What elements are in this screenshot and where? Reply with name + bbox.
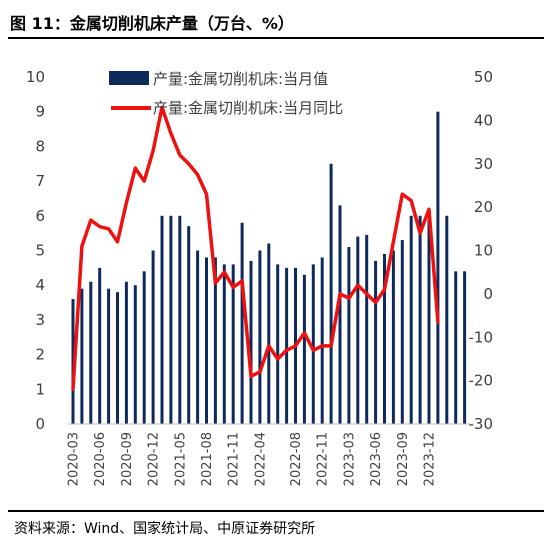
right-tick-label: 30 (474, 155, 493, 173)
legend-line-label: 产量:金属切削机床:当月同比 (153, 99, 343, 117)
bar (400, 240, 404, 424)
bar (205, 257, 208, 424)
right-tick-label: -20 (469, 372, 494, 390)
title-rule (8, 37, 544, 39)
bar (445, 215, 449, 424)
left-tick-label: 8 (35, 137, 45, 155)
bar (222, 264, 226, 424)
bar (178, 215, 182, 424)
left-tick-label: 5 (35, 242, 45, 260)
right-tick-label: 40 (474, 111, 493, 129)
bar (356, 236, 360, 424)
x-tick-label: 2022-08 (289, 432, 304, 486)
chart: 0 1 2 3 4 5 6 7 8 9 10 -30 -20 -10 0 10 20 30 40 50 2020-0… (26, 68, 494, 486)
bar (169, 215, 173, 424)
x-tick-label: 2021-11 (227, 432, 242, 486)
x-tick-label: 2023-06 (369, 432, 384, 486)
right-axis: -30 -20 -10 0 10 20 30 40 50 (469, 68, 494, 433)
x-tick-label: 2021-05 (173, 432, 188, 486)
bar (409, 215, 413, 424)
x-axis: 2020-03 2020-06 2020-09 2020-12 2021-05 2021-… (67, 423, 470, 486)
x-tick-label: 2023-12 (423, 432, 438, 486)
right-tick-label: 10 (474, 242, 493, 260)
bar (338, 205, 342, 424)
x-tick-label: 2020-09 (120, 432, 135, 486)
bar (196, 250, 200, 424)
x-tick-label: 2020-03 (67, 432, 82, 486)
source-note: 资料来源：Wind、国家统计局、中原证券研究所 (14, 521, 316, 537)
left-tick-label: 9 (35, 103, 45, 121)
bar (320, 257, 324, 424)
x-tick-label: 2021-08 (200, 432, 215, 486)
source-rule (8, 510, 544, 512)
bar (249, 260, 253, 424)
bar (98, 267, 102, 424)
bar-series (71, 111, 467, 424)
right-tick-label: -30 (469, 415, 494, 433)
bar (133, 285, 137, 424)
bar (391, 250, 395, 424)
x-tick-label: 2023-03 (342, 432, 357, 486)
legend: 产量:金属切削机床:当月值 产量:金属切削机床:当月同比 (109, 70, 343, 117)
x-tick-label: 2020-06 (93, 432, 108, 486)
right-tick-label: 20 (474, 198, 493, 216)
bar (454, 271, 458, 424)
legend-bar-label: 产量:金属切削机床:当月值 (153, 70, 328, 88)
bar (142, 271, 146, 424)
left-tick-label: 4 (35, 276, 45, 294)
bar (80, 288, 84, 424)
bar (258, 250, 262, 424)
bar (240, 222, 244, 424)
bar (302, 274, 306, 424)
right-tick-label: 50 (474, 68, 493, 86)
left-axis: 0 1 2 3 4 5 6 7 8 9 10 (26, 68, 45, 433)
right-tick-label: -10 (469, 328, 494, 346)
x-tick-label: 2022-04 (253, 432, 268, 486)
left-tick-label: 2 (35, 346, 45, 364)
bar (124, 281, 128, 424)
bar (276, 264, 280, 424)
bar (374, 260, 378, 424)
bar (187, 226, 191, 424)
yoy-line (71, 105, 440, 392)
bar (160, 215, 164, 424)
bar (418, 215, 422, 424)
left-tick-label: 3 (35, 311, 45, 329)
bar (89, 281, 93, 424)
bar (107, 288, 111, 424)
left-tick-label: 0 (35, 415, 45, 433)
bar (213, 257, 217, 424)
left-tick-label: 7 (35, 172, 45, 190)
legend-bar-swatch (109, 71, 149, 85)
x-tick-label: 2020-12 (147, 432, 162, 486)
x-tick-label: 2022-11 (316, 432, 331, 486)
bar (463, 271, 467, 424)
left-tick-label: 1 (35, 380, 45, 398)
left-tick-label: 10 (26, 68, 45, 86)
x-tick-label: 2023-09 (396, 432, 411, 486)
figure-title: 图 11：金属切削机床产量（万台、%） (10, 14, 294, 33)
bar (231, 264, 235, 424)
bar (436, 111, 440, 424)
bar (347, 247, 351, 424)
line-series (71, 105, 440, 392)
bar (383, 253, 386, 424)
bar (427, 219, 431, 424)
bar (116, 292, 119, 424)
bar (285, 267, 289, 424)
bar (365, 234, 369, 424)
bar (311, 264, 315, 424)
bar (151, 250, 155, 424)
right-tick-label: 0 (483, 285, 493, 303)
left-tick-label: 6 (35, 207, 45, 225)
bar (267, 243, 271, 424)
bar (329, 163, 333, 424)
